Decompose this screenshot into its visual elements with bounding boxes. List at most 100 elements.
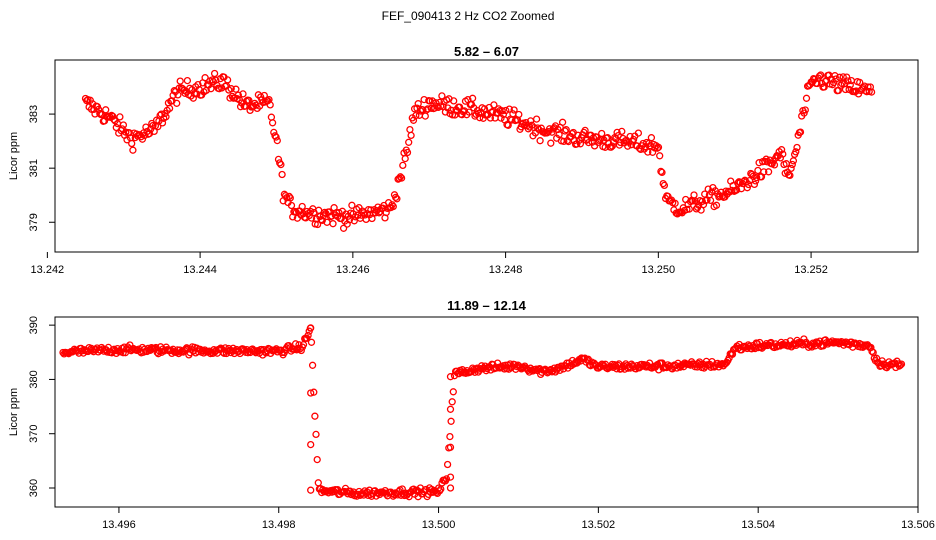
data-point: [396, 173, 405, 181]
data-point: [779, 150, 787, 158]
data-point: [895, 362, 903, 370]
data-point: [534, 124, 542, 132]
data-point: [446, 484, 455, 492]
data-point: [308, 361, 317, 369]
data-point: [392, 193, 400, 202]
data-point: [712, 201, 721, 209]
data-point: [656, 152, 664, 160]
data-point: [750, 180, 759, 189]
data-point: [789, 157, 798, 165]
data-point: [329, 220, 337, 228]
data-point: [509, 110, 517, 118]
data-point: [158, 119, 167, 127]
data-point: [285, 192, 293, 201]
data-point: [817, 71, 825, 79]
data-point: [388, 201, 396, 209]
data-point: [286, 194, 294, 202]
data-point: [422, 106, 431, 114]
data-point: [165, 104, 174, 113]
data-point: [102, 106, 110, 114]
data-point: [201, 74, 209, 82]
data-point: [405, 138, 413, 146]
x-tick-label: 13.242: [31, 264, 65, 276]
data-point: [608, 142, 616, 150]
data-point: [743, 184, 751, 192]
data-point: [307, 486, 315, 494]
data-point: [843, 73, 851, 81]
x-tick-label: 13.244: [183, 264, 217, 276]
data-point: [846, 81, 854, 89]
data-point: [272, 133, 280, 141]
data-point: [644, 148, 652, 156]
data-point: [502, 106, 510, 115]
y-axis-label: Licor ppm: [8, 388, 20, 436]
data-point: [399, 161, 407, 170]
data-point: [449, 388, 457, 396]
data-point: [312, 430, 320, 439]
data-point: [655, 366, 663, 374]
data-point: [446, 443, 455, 451]
data-point: [304, 331, 312, 340]
data-point: [796, 128, 805, 136]
data-point: [446, 405, 455, 413]
plot-frame: [54, 59, 919, 253]
x-tick-label: 13.506: [901, 519, 935, 531]
data-point: [618, 127, 626, 136]
data-point: [698, 197, 706, 206]
y-tick-label: 360: [28, 479, 40, 497]
x-tick-label: 13.496: [102, 519, 136, 531]
data-point: [252, 101, 260, 109]
data-series: [59, 324, 906, 501]
data-point: [273, 136, 281, 145]
data-point: [442, 475, 451, 483]
data-point: [298, 202, 306, 211]
y-tick-label: 381: [28, 159, 40, 177]
data-point: [863, 88, 871, 96]
data-point: [128, 139, 136, 148]
data-point: [125, 129, 133, 137]
data-point: [532, 115, 541, 123]
figure-title: FEF_090413 2 Hz CO2 Zoomed: [381, 9, 555, 23]
data-point: [555, 130, 563, 139]
data-point: [207, 85, 215, 93]
data-point: [598, 129, 606, 138]
data-point: [419, 106, 427, 114]
data-point: [350, 217, 358, 225]
chart-panel-1: 5.82 – 6.07 Licor ppm 13.242 13.244 13.246 13…: [8, 44, 919, 276]
data-point: [716, 192, 724, 200]
data-point: [658, 168, 666, 177]
data-point: [119, 121, 128, 129]
data-point: [435, 98, 444, 107]
data-point: [307, 324, 315, 332]
data-point: [401, 154, 409, 163]
data-point: [245, 96, 253, 105]
data-point: [239, 90, 247, 98]
data-point: [562, 126, 570, 134]
data-point: [504, 121, 512, 129]
data-point: [287, 201, 296, 210]
chart-panel-2: 11.89 – 12.14 Licor ppm 13.496 13.498 13.500…: [8, 298, 935, 531]
data-point: [83, 97, 91, 105]
data-point: [393, 195, 401, 203]
data-point: [634, 129, 643, 137]
data-point: [732, 186, 741, 194]
data-point: [236, 103, 245, 111]
data-point: [276, 159, 284, 167]
data-point: [657, 167, 665, 176]
data-point: [510, 106, 518, 114]
data-point: [490, 101, 498, 109]
data-point: [584, 138, 593, 147]
data-point: [313, 455, 321, 464]
data-point: [194, 80, 202, 89]
data-point: [753, 173, 761, 182]
data-point: [389, 202, 397, 211]
y-tick-label: 390: [28, 316, 40, 334]
data-point: [234, 91, 242, 99]
data-point: [465, 108, 473, 116]
data-point: [489, 107, 497, 116]
data-point: [558, 118, 567, 126]
data-point: [321, 208, 329, 217]
data-point: [176, 77, 184, 85]
y-tick-label: 383: [28, 105, 40, 123]
